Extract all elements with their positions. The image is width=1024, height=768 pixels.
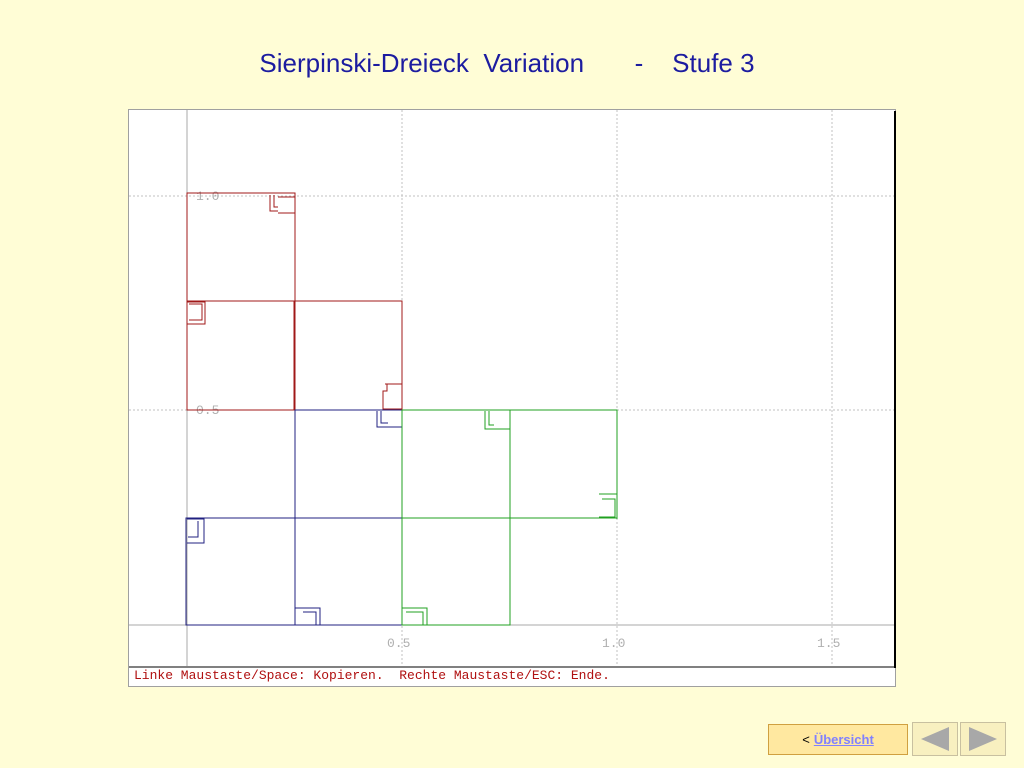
status-line: Linke Maustaste/Space: Kopieren. Rechte … [134,668,610,683]
prev-button[interactable] [912,722,958,756]
red-squares [186,192,403,411]
green-squares [401,409,618,626]
nav-prefix: < [802,732,810,747]
x-label: 1.0 [602,636,625,651]
y-label: 1.0 [196,189,219,204]
overview-link[interactable]: Übersicht [813,732,874,747]
x-label: 0.5 [387,636,410,651]
tick-labels: 1.0 0.5 0.5 1.0 1.5 [196,189,840,651]
nav-box: < Übersicht [768,724,908,755]
next-button[interactable] [960,722,1006,756]
window-frame [128,109,896,687]
x-label: 1.5 [817,636,840,651]
slide-title: Sierpinski-Dreieck Variation - Stufe 3 [259,48,755,78]
program-window: 1.0 0.5 0.5 1.0 1.5 Linke Maustaste/Spac… [128,109,896,687]
